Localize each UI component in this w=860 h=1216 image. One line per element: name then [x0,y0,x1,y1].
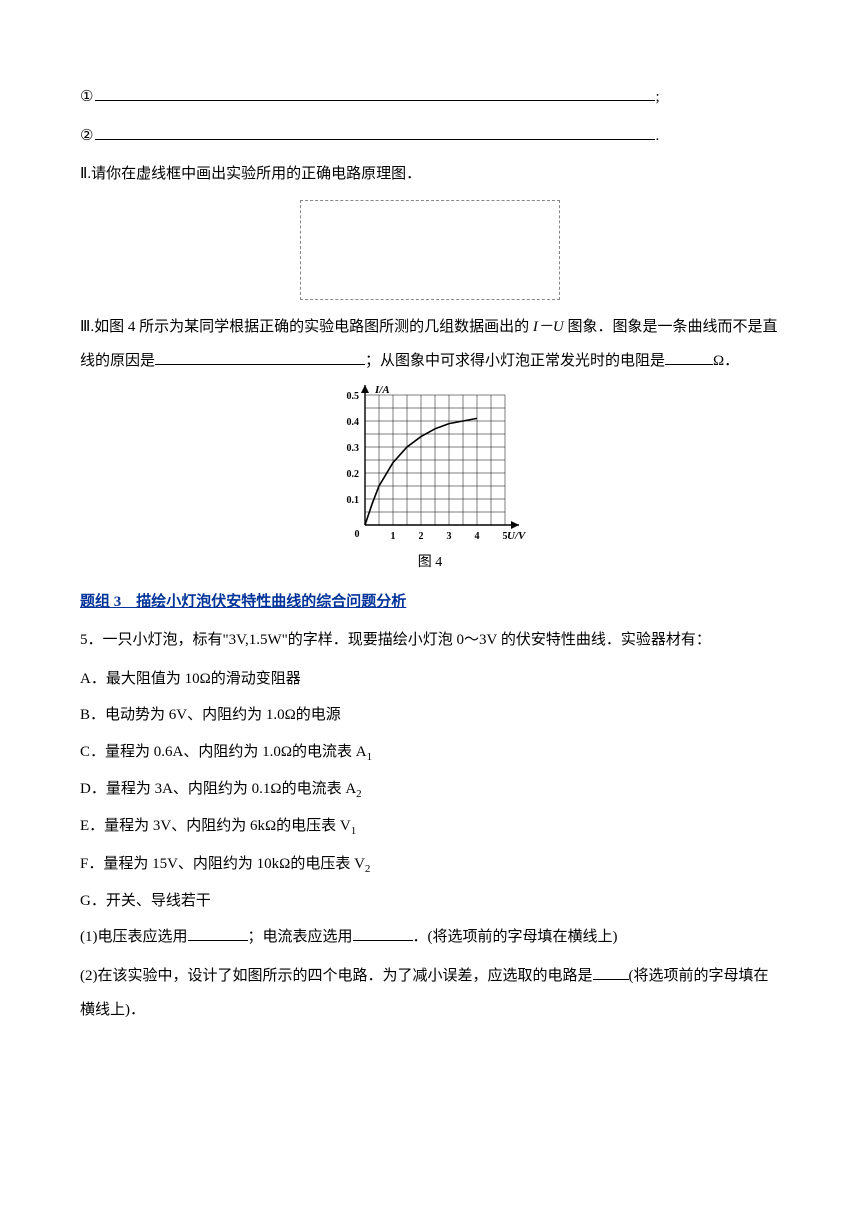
reason-blank[interactable] [155,347,365,365]
q5-stem: 5．一只小灯泡，标有"3V,1.5W"的字样．现要描绘小灯泡 0～3V 的伏安特… [80,623,780,658]
option-d-pre: D．量程为 3A、内阻约为 0.1Ω的电流表 A [80,781,356,797]
option-d: D．量程为 3A、内阻约为 0.1Ω的电流表 A2 [80,772,780,807]
p3-pre: Ⅲ.如图 4 所示为某同学根据正确的实验电路图所测的几组数据画出的 [80,319,533,335]
marker-1: ① [80,80,93,115]
section-title: 题组 3 描绘小灯泡伏安特性曲线的综合问题分析 [80,585,780,620]
option-f-sub: 2 [365,863,371,875]
svg-text:0.4: 0.4 [347,417,360,428]
circuit-blank[interactable] [593,962,629,980]
svg-text:0.3: 0.3 [347,443,360,454]
option-b: B．电动势为 6V、内阻约为 1.0Ω的电源 [80,698,780,733]
option-e: E．量程为 3V、内阻约为 6kΩ的电压表 V1 [80,809,780,844]
marker-2: ② [80,119,93,154]
option-a: A．最大阻值为 10Ω的滑动变阻器 [80,662,780,697]
q5-part1: (1)电压表应选用 ；电流表应选用 ．(将选项前的字母填在横线上) [80,920,780,955]
q5-p1-b: ；电流表应选用 [248,929,353,945]
blank-line-1: ① ; [80,80,780,115]
chart-container: 0123450.10.20.30.40.5I/AU/V 图 4 [80,385,780,579]
answer-blank-2[interactable] [95,122,655,140]
svg-text:0.5: 0.5 [347,391,360,402]
p3-iu: I－U [533,319,564,335]
option-c: C．量程为 0.6A、内阻约为 1.0Ω的电流表 A1 [80,735,780,770]
option-f: F．量程为 15V、内阻约为 10kΩ的电压表 V2 [80,847,780,882]
period-1: . [655,119,659,154]
semicolon-1: ; [655,80,659,115]
p3-post2: ；从图象中可求得小灯泡正常发光时的电阻是 [365,353,665,369]
option-d-sub: 2 [356,788,362,800]
resistance-blank[interactable] [665,347,713,365]
svg-text:4: 4 [475,531,480,542]
option-e-sub: 1 [351,825,357,837]
svg-text:U/V: U/V [507,530,527,542]
svg-text:0.2: 0.2 [347,469,360,480]
option-c-sub: 1 [367,751,373,763]
svg-text:0.1: 0.1 [347,495,360,506]
q5-part2: (2)在该实验中，设计了如图所示的四个电路．为了减小误差，应选取的电路是(将选项… [80,959,780,1028]
svg-text:3: 3 [447,531,452,542]
svg-text:I/A: I/A [374,385,390,396]
option-f-pre: F．量程为 15V、内阻约为 10kΩ的电压表 V [80,856,365,872]
p3-unit: Ω． [713,353,739,369]
voltmeter-blank[interactable] [188,923,248,941]
figure-label: 图 4 [418,547,443,579]
svg-text:2: 2 [419,531,424,542]
option-g: G．开关、导线若干 [80,884,780,919]
iv-chart: 0123450.10.20.30.40.5I/AU/V [325,385,535,545]
svg-text:0: 0 [355,529,360,540]
blank-line-2: ② . [80,119,780,154]
option-c-pre: C．量程为 0.6A、内阻约为 1.0Ω的电流表 A [80,744,367,760]
part-ii-text: Ⅱ.请你在虚线框中画出实验所用的正确电路原理图． [80,157,780,192]
ammeter-blank[interactable] [353,923,413,941]
option-e-pre: E．量程为 3V、内阻约为 6kΩ的电压表 V [80,818,351,834]
svg-text:1: 1 [391,531,396,542]
q5-p1-a: (1)电压表应选用 [80,929,188,945]
answer-blank-1[interactable] [95,83,655,101]
q5-p2-a: (2)在该实验中，设计了如图所示的四个电路．为了减小误差，应选取的电路是 [80,968,593,984]
part-iii-para: Ⅲ.如图 4 所示为某同学根据正确的实验电路图所测的几组数据画出的 I－U 图象… [80,310,780,379]
q5-p1-c: ．(将选项前的字母填在横线上) [413,929,618,945]
circuit-draw-box[interactable] [300,200,560,300]
